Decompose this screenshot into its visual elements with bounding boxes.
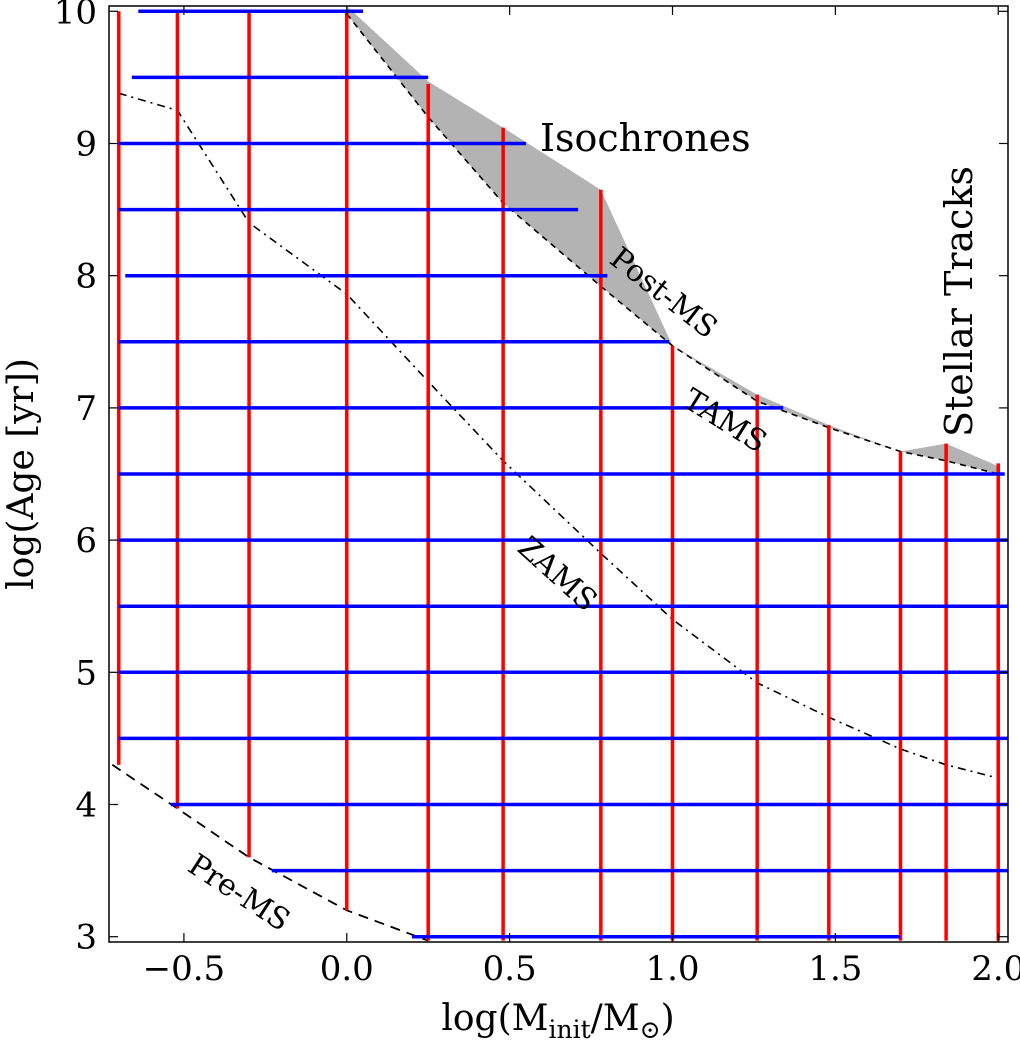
isochrones-label: Isochrones — [540, 116, 751, 160]
x-axis-label-main: log(M — [441, 998, 548, 1039]
x-axis-label-close: ) — [661, 998, 675, 1039]
plot-frame — [108, 5, 1009, 943]
x-tick-label: 0.0 — [320, 949, 374, 989]
y-tick-label: 10 — [54, 0, 97, 32]
y-tick-label: 8 — [75, 257, 97, 297]
x-tick-label: −0.5 — [143, 949, 226, 989]
y-tick-label: 5 — [75, 653, 97, 693]
plot-content — [111, 6, 1008, 942]
stellar-tracks-label: Stellar Tracks — [937, 166, 981, 437]
y-tick-label: 9 — [75, 124, 97, 164]
x-axis-label-subscript: init — [549, 1015, 591, 1042]
axes: −0.5 0.0 0.5 1.0 1.5 2.0 3 4 5 6 7 8 9 10 — [54, 0, 1020, 989]
tams-curve — [346, 13, 999, 475]
plot-area — [111, 6, 1008, 942]
x-axis-label-sun-symbol: ⊙ — [640, 1015, 661, 1042]
y-tick-label: 3 — [75, 918, 97, 958]
x-axis-label: log(Minit/M⊙) — [441, 998, 674, 1042]
x-axis-label-mid: /M — [591, 998, 640, 1039]
y-tick-label: 7 — [75, 389, 97, 429]
y-tick-label: 4 — [75, 786, 97, 826]
x-tick-label: 2.0 — [971, 949, 1020, 989]
pre-ms-curve — [111, 764, 429, 942]
y-axis-label: log(Age [yr]) — [1, 358, 42, 590]
x-tick-label: 1.5 — [808, 949, 862, 989]
x-tick-label: 0.5 — [483, 949, 537, 989]
y-tick-label: 6 — [75, 521, 97, 561]
x-tick-label: 1.0 — [645, 949, 699, 989]
